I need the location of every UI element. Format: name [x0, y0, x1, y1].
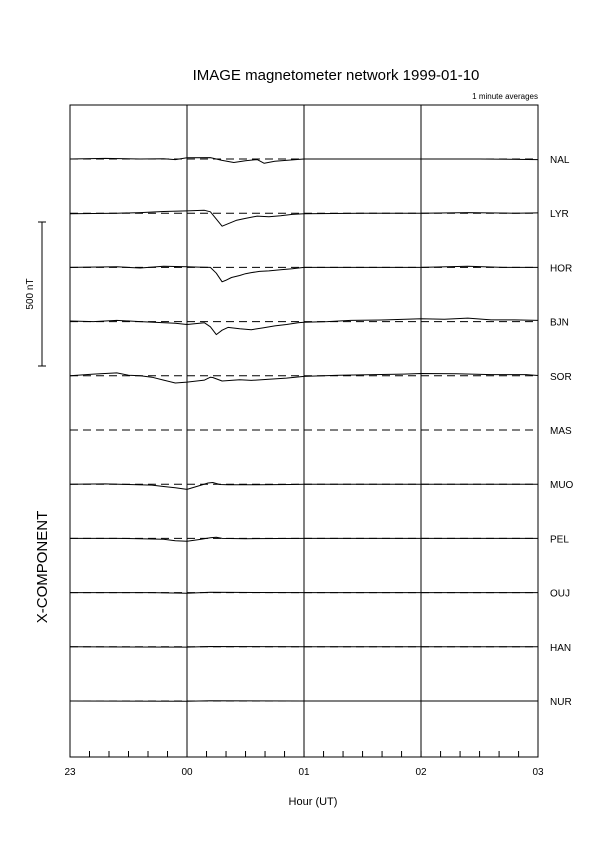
station-label-muo: MUO	[550, 480, 574, 491]
x-tick-label: 03	[532, 767, 544, 778]
station-label-pel: PEL	[550, 534, 569, 545]
trace-sor	[69, 372, 539, 384]
x-tick-label: 00	[181, 767, 193, 778]
x-axis-label: Hour (UT)	[289, 796, 338, 808]
x-tick-label: 23	[64, 767, 76, 778]
station-label-lyr: LYR	[550, 209, 569, 220]
minor-ticks	[89, 751, 520, 757]
chart-subtitle: 1 minute averages	[472, 92, 538, 101]
scale-bar: 500 nT	[25, 221, 46, 367]
trace-han	[69, 646, 538, 648]
station-label-ouj: OUJ	[550, 589, 570, 600]
trace-pel	[70, 536, 538, 542]
station-label-hor: HOR	[550, 263, 572, 274]
trace-nur	[69, 700, 538, 702]
station-label-han: HAN	[550, 643, 571, 654]
station-labels: NAL LYR HOR BJN SOR MAS MUO PEL OUJ HAN NUR	[550, 155, 574, 708]
vertical-gridlines	[186, 105, 422, 757]
scale-bar-label: 500 nT	[25, 278, 36, 309]
station-label-bjn: BJN	[550, 318, 569, 329]
trace-hor	[69, 265, 538, 283]
station-traces	[69, 157, 539, 702]
trace-muo	[69, 482, 538, 490]
x-tick-label: 01	[298, 767, 310, 778]
station-label-nur: NUR	[550, 697, 572, 708]
station-label-mas: MAS	[550, 426, 572, 437]
station-label-sor: SOR	[550, 372, 572, 383]
x-tick-label: 02	[415, 767, 427, 778]
station-label-nal: NAL	[550, 155, 570, 166]
component-label: X-COMPONENT	[34, 511, 51, 624]
trace-lyr	[69, 209, 539, 227]
trace-bjn	[69, 317, 539, 336]
trace-ouj	[70, 591, 538, 594]
chart-title: IMAGE magnetometer network 1999-01-10	[193, 67, 480, 84]
trace-nal	[69, 157, 539, 164]
x-tick-labels: 23 00 01 02 03	[64, 767, 544, 778]
